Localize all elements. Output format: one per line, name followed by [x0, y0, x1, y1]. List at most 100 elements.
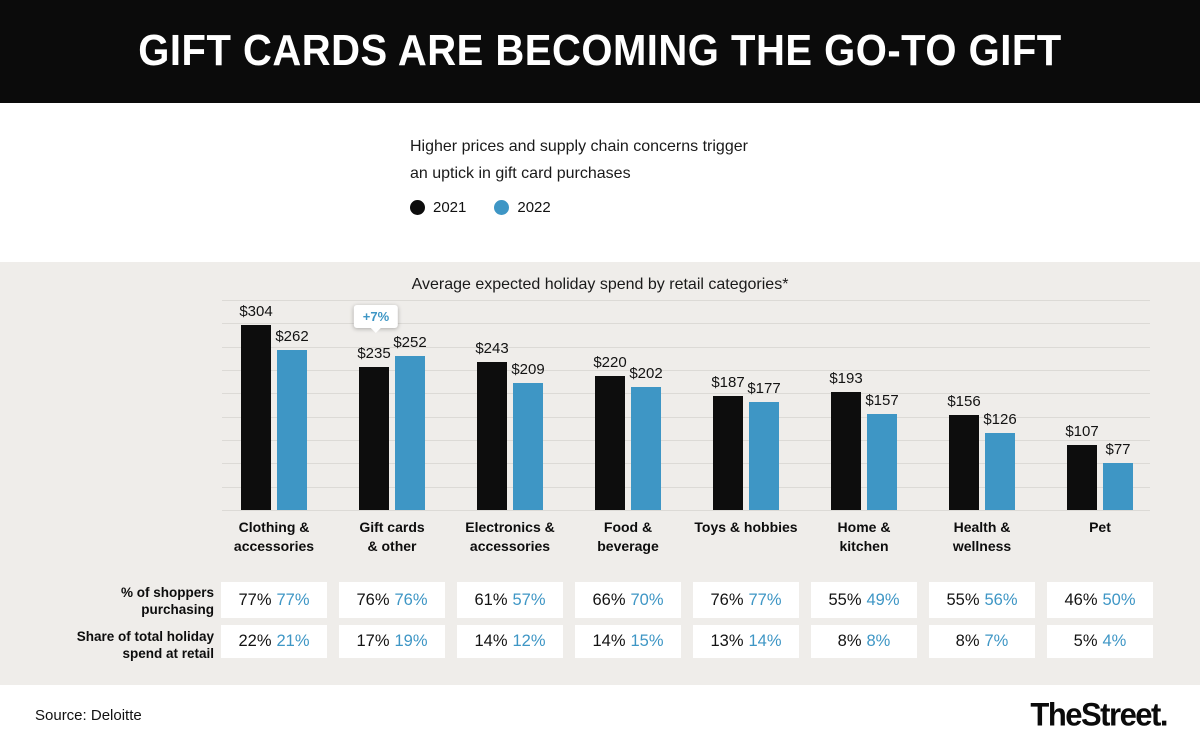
- table-cell-row0-col0: 77% 77%: [221, 582, 327, 618]
- table-value-2021: 8%: [955, 632, 980, 650]
- bar-2021-0: [241, 325, 271, 510]
- table-value-2021: 66%: [592, 591, 626, 609]
- table-value-2022: 49%: [866, 591, 900, 609]
- table-cell-row1-col3: 14% 15%: [575, 625, 681, 658]
- bar-2021-6: [949, 415, 979, 510]
- bar-2021-1: [359, 367, 389, 510]
- gridline: [222, 440, 1150, 441]
- source-label: Source: Deloitte: [35, 707, 142, 724]
- gridline: [222, 510, 1150, 511]
- page-title: GIFT CARDS ARE BECOMING THE GO-TO GIFT: [138, 27, 1062, 75]
- table-value-2022: 77%: [276, 591, 310, 609]
- bar-value-2022-4: $177: [747, 380, 781, 397]
- bar-2022-1: [395, 356, 425, 510]
- table-row-label-line: spend at retail: [122, 646, 214, 661]
- category-label-line: Food &: [603, 519, 653, 535]
- bar-value-2022-6: $126: [983, 411, 1017, 428]
- table-row-label-0: % of shoppers purchasing: [0, 584, 214, 618]
- table-value-2022: 7%: [984, 632, 1009, 650]
- table-value-2022: 14%: [748, 632, 782, 650]
- bar-2022-2: [513, 383, 543, 510]
- intro-line-1: Higher prices and supply chain concerns …: [410, 138, 748, 155]
- bar-value-2021-4: $187: [711, 374, 745, 391]
- table-value-2022: 12%: [512, 632, 546, 650]
- gridline: [222, 346, 1150, 348]
- table-cell-row0-col2: 61% 57%: [457, 582, 563, 618]
- table-value-2021: 14%: [474, 632, 508, 650]
- bar-value-2021-7: $107: [1065, 423, 1099, 440]
- category-label-6: Health & wellness: [907, 518, 1057, 556]
- table-value-2021: 55%: [828, 591, 862, 609]
- category-label-line: accessories: [233, 538, 315, 554]
- bar-value-2021-2: $243: [475, 340, 509, 357]
- footer: Source: Deloitte TheStreet.: [0, 685, 1200, 750]
- table-value-2021: 17%: [356, 632, 390, 650]
- category-label-3: Food & beverage: [553, 518, 703, 556]
- category-label-line: kitchen: [839, 538, 889, 554]
- bar-2022-5: [867, 414, 897, 510]
- table-value-2022: 57%: [512, 591, 546, 609]
- table-value-2021: 46%: [1064, 591, 1098, 609]
- legend-item-2021: 2021: [410, 199, 466, 216]
- header-banner: GIFT CARDS ARE BECOMING THE GO-TO GIFT: [0, 0, 1200, 103]
- category-label-line: Home &: [837, 519, 891, 535]
- category-label-2: Electronics & accessories: [435, 518, 585, 556]
- bar-2021-4: [713, 396, 743, 510]
- table-row-label-1: Share of total holiday spend at retail: [0, 628, 214, 662]
- table-cell-row0-col7: 46% 50%: [1047, 582, 1153, 618]
- table-cell-row1-col0: 22% 21%: [221, 625, 327, 658]
- bar-2022-4: [749, 402, 779, 510]
- table-cell-row1-col5: 8% 8%: [811, 625, 917, 658]
- table-value-2021: 55%: [946, 591, 980, 609]
- legend-dot-2022-icon: [494, 200, 510, 215]
- table-value-2021: 13%: [710, 632, 744, 650]
- thestreet-logo: TheStreet.: [1030, 696, 1168, 733]
- bar-2021-7: [1067, 445, 1097, 510]
- bar-2022-0: [277, 350, 307, 510]
- intro-block: Higher prices and supply chain concerns …: [410, 133, 748, 216]
- table-value-2021: 61%: [474, 591, 508, 609]
- category-label-line: Pet: [1089, 519, 1111, 535]
- table-value-2021: 22%: [238, 632, 272, 650]
- bar-value-2021-3: $220: [593, 354, 627, 371]
- table-cell-row0-col6: 55% 56%: [929, 582, 1035, 618]
- gridline: [222, 393, 1150, 395]
- table-value-2022: 4%: [1102, 632, 1127, 650]
- bar-value-2022-0: $262: [275, 328, 309, 345]
- gridline: [222, 463, 1150, 465]
- category-label-line: & other: [367, 538, 417, 554]
- bar-value-2021-5: $193: [829, 370, 863, 387]
- category-label-line: Toys & hobbies: [694, 519, 798, 535]
- table-cell-row1-col4: 13% 14%: [693, 625, 799, 658]
- table-cell-row0-col1: 76% 76%: [339, 582, 445, 618]
- table-value-2021: 76%: [356, 591, 390, 609]
- bar-2022-7: [1103, 463, 1133, 510]
- bar-2021-5: [831, 392, 861, 510]
- bar-value-2022-3: $202: [629, 365, 663, 382]
- bar-2022-3: [631, 387, 661, 510]
- table-cell-row1-col2: 14% 12%: [457, 625, 563, 658]
- bar-value-2022-7: $77: [1105, 441, 1131, 458]
- category-label-5: Home & kitchen: [789, 518, 939, 556]
- intro-line-2: an uptick in gift card purchases: [410, 165, 631, 182]
- bar-value-2022-1: $252: [393, 334, 427, 351]
- table-cell-row1-col6: 8% 7%: [929, 625, 1035, 658]
- bar-2022-6: [985, 433, 1015, 510]
- category-label-line: wellness: [952, 538, 1012, 554]
- table-cell-row0-col5: 55% 49%: [811, 582, 917, 618]
- gridline: [222, 486, 1150, 488]
- gridline: [222, 300, 1150, 301]
- chart-title: Average expected holiday spend by retail…: [411, 276, 789, 293]
- table-value-2022: 76%: [394, 591, 428, 609]
- chart-legend: 2021 2022: [410, 199, 748, 216]
- plot-area: $304 $262 $235 $252 $243 $209 $220 $202 $187 $177…: [222, 300, 1150, 511]
- bar-value-2022-2: $209: [511, 361, 545, 378]
- gridline: [222, 370, 1150, 371]
- callout-bubble: +7%: [353, 305, 399, 333]
- bar-2021-2: [477, 362, 507, 510]
- table-value-2021: 5%: [1073, 632, 1098, 650]
- table-row-label-line: % of shoppers: [120, 585, 214, 600]
- table-value-2022: 77%: [748, 591, 782, 609]
- table-cell-row1-col7: 5% 4%: [1047, 625, 1153, 658]
- category-label-7: Pet: [1025, 518, 1175, 537]
